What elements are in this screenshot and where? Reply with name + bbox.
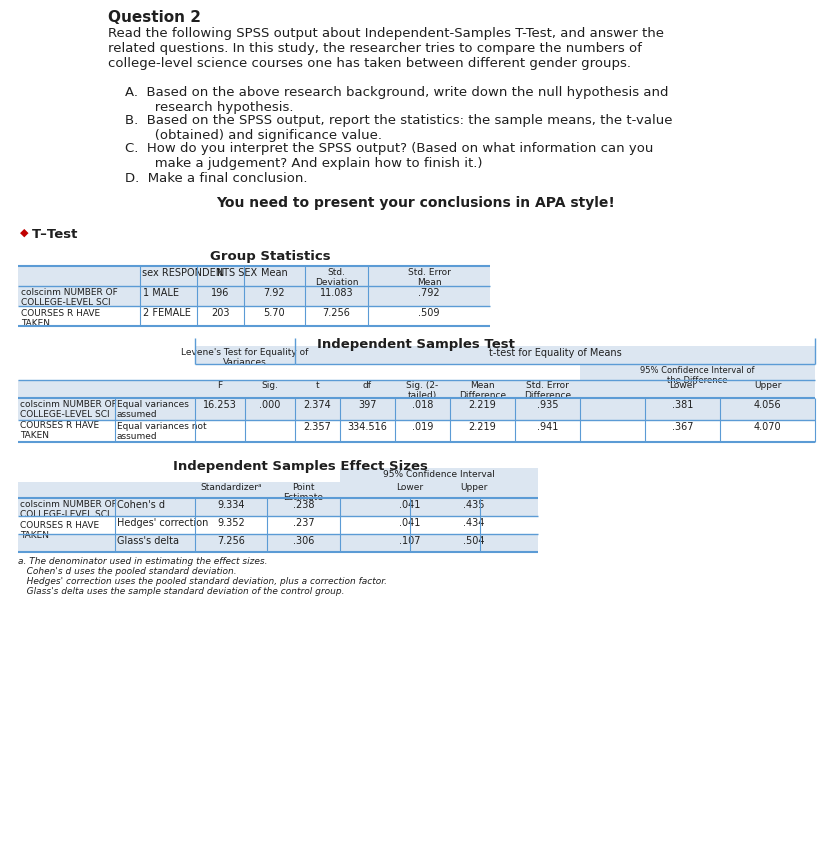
Text: D.  Make a final conclusion.: D. Make a final conclusion. [125, 172, 307, 185]
Text: df: df [363, 381, 372, 390]
Text: Glass's delta uses the sample standard deviation of the control group.: Glass's delta uses the sample standard d… [18, 587, 345, 596]
Text: 2 FEMALE: 2 FEMALE [143, 308, 191, 318]
Text: .509: .509 [418, 308, 440, 318]
Text: Equal variances
assumed: Equal variances assumed [117, 400, 189, 420]
Text: Lower: Lower [669, 381, 696, 390]
Text: Group Statistics: Group Statistics [210, 250, 331, 263]
Text: Levene's Test for Equality of
Variances: Levene's Test for Equality of Variances [182, 348, 309, 367]
Text: 9.352: 9.352 [217, 518, 245, 528]
Text: Point
Estimate: Point Estimate [283, 483, 323, 502]
Text: B.  Based on the SPSS output, report the statistics: the sample means, the t-val: B. Based on the SPSS output, report the … [125, 114, 672, 142]
Text: Cohen's d: Cohen's d [117, 500, 165, 510]
Text: .041: .041 [399, 518, 421, 528]
Text: colscinm NUMBER OF
COLLEGE-LEVEL SCI
COURSES R HAVE
TAKEN: colscinm NUMBER OF COLLEGE-LEVEL SCI COU… [20, 400, 117, 440]
Text: colscinm NUMBER OF
COLLEGE-LEVEL SCI
COURSES R HAVE
TAKEN: colscinm NUMBER OF COLLEGE-LEVEL SCI COU… [20, 500, 117, 540]
Text: 95% Confidence Interval: 95% Confidence Interval [383, 470, 495, 479]
Text: N: N [217, 268, 224, 278]
Bar [340, 468, 538, 482]
Text: ◆: ◆ [20, 228, 28, 238]
Text: .237: .237 [292, 518, 314, 528]
Text: Sig. (2-
tailed): Sig. (2- tailed) [407, 381, 439, 400]
Text: 4.056: 4.056 [754, 400, 781, 410]
Bar [580, 364, 815, 380]
Text: .935: .935 [536, 400, 558, 410]
Text: .435: .435 [463, 500, 485, 510]
Text: 2.219: 2.219 [469, 422, 496, 432]
Text: .504: .504 [463, 536, 485, 546]
Bar [18, 380, 815, 398]
Text: F: F [217, 381, 222, 390]
Bar [18, 534, 538, 552]
Text: 16.253: 16.253 [203, 400, 237, 410]
Text: .792: .792 [418, 288, 440, 298]
Text: 2.357: 2.357 [303, 422, 332, 432]
Text: Glass's delta: Glass's delta [117, 536, 179, 546]
Text: .238: .238 [292, 500, 314, 510]
Text: Sig.: Sig. [262, 381, 278, 390]
Text: 4.070: 4.070 [754, 422, 781, 432]
Text: t: t [316, 381, 319, 390]
Text: 7.92: 7.92 [264, 288, 286, 298]
Text: colscinm NUMBER OF
COLLEGE-LEVEL SCI
COURSES R HAVE
TAKEN: colscinm NUMBER OF COLLEGE-LEVEL SCI COU… [21, 288, 117, 328]
Text: Standardizerᵃ: Standardizerᵃ [200, 483, 262, 492]
Text: 95% Confidence Interval of
the Difference: 95% Confidence Interval of the Differenc… [641, 366, 755, 385]
Bar [18, 498, 538, 516]
Text: Independent Samples Test: Independent Samples Test [317, 338, 515, 351]
Text: .000: .000 [259, 400, 281, 410]
Text: sex RESPONDENTS SEX: sex RESPONDENTS SEX [142, 268, 257, 278]
Text: 7.256: 7.256 [217, 536, 245, 546]
Text: You need to present your conclusions in APA style!: You need to present your conclusions in … [217, 196, 616, 210]
Text: .107: .107 [399, 536, 421, 546]
Bar [18, 266, 490, 286]
Text: Hedges' correction: Hedges' correction [117, 518, 208, 528]
Text: 2.374: 2.374 [303, 400, 332, 410]
Text: Question 2: Question 2 [108, 10, 201, 25]
Bar [295, 346, 815, 364]
Text: 397: 397 [358, 400, 377, 410]
Text: Std.
Deviation: Std. Deviation [315, 268, 358, 287]
Text: 11.083: 11.083 [320, 288, 353, 298]
Text: A.  Based on the above research background, write down the null hypothesis and
 : A. Based on the above research backgroun… [125, 86, 669, 114]
Text: C.  How do you interpret the SPSS output? (Based on what information can you
   : C. How do you interpret the SPSS output?… [125, 142, 653, 170]
Text: Hedges' correction uses the pooled standard deviation, plus a correction factor.: Hedges' correction uses the pooled stand… [18, 577, 387, 586]
Text: .941: .941 [536, 422, 558, 432]
Text: 2.219: 2.219 [469, 400, 496, 410]
Bar [195, 346, 295, 364]
Text: 9.334: 9.334 [217, 500, 245, 510]
Text: a. The denominator used in estimating the effect sizes.: a. The denominator used in estimating th… [18, 557, 267, 566]
Bar [18, 286, 490, 306]
Text: Cohen's d uses the pooled standard deviation.: Cohen's d uses the pooled standard devia… [18, 567, 237, 576]
Text: 1 MALE: 1 MALE [143, 288, 179, 298]
Text: Upper: Upper [754, 381, 781, 390]
Text: Equal variances not
assumed: Equal variances not assumed [117, 422, 207, 442]
Text: Mean: Mean [261, 268, 288, 278]
Text: Mean
Difference: Mean Difference [459, 381, 506, 400]
Text: Independent Samples Effect Sizes: Independent Samples Effect Sizes [172, 460, 427, 473]
Text: .018: .018 [412, 400, 433, 410]
Text: Lower: Lower [397, 483, 423, 492]
Text: 5.70: 5.70 [264, 308, 286, 318]
Text: 203: 203 [212, 308, 230, 318]
Text: .019: .019 [412, 422, 433, 432]
Bar [18, 398, 815, 420]
Bar [18, 482, 538, 498]
Text: t-test for Equality of Means: t-test for Equality of Means [489, 348, 621, 358]
Text: .434: .434 [463, 518, 485, 528]
Text: Upper: Upper [461, 483, 487, 492]
Text: T–Test: T–Test [32, 228, 78, 241]
Text: .381: .381 [671, 400, 693, 410]
Text: Std. Error
Difference: Std. Error Difference [524, 381, 571, 400]
Text: 7.256: 7.256 [322, 308, 351, 318]
Text: Std. Error
Mean: Std. Error Mean [407, 268, 451, 287]
Text: 334.516: 334.516 [347, 422, 387, 432]
Text: Read the following SPSS output about Independent-Samples T-Test, and answer the
: Read the following SPSS output about Ind… [108, 27, 664, 70]
Text: .367: .367 [671, 422, 693, 432]
Text: .306: .306 [293, 536, 314, 546]
Text: 196: 196 [212, 288, 230, 298]
Text: .041: .041 [399, 500, 421, 510]
